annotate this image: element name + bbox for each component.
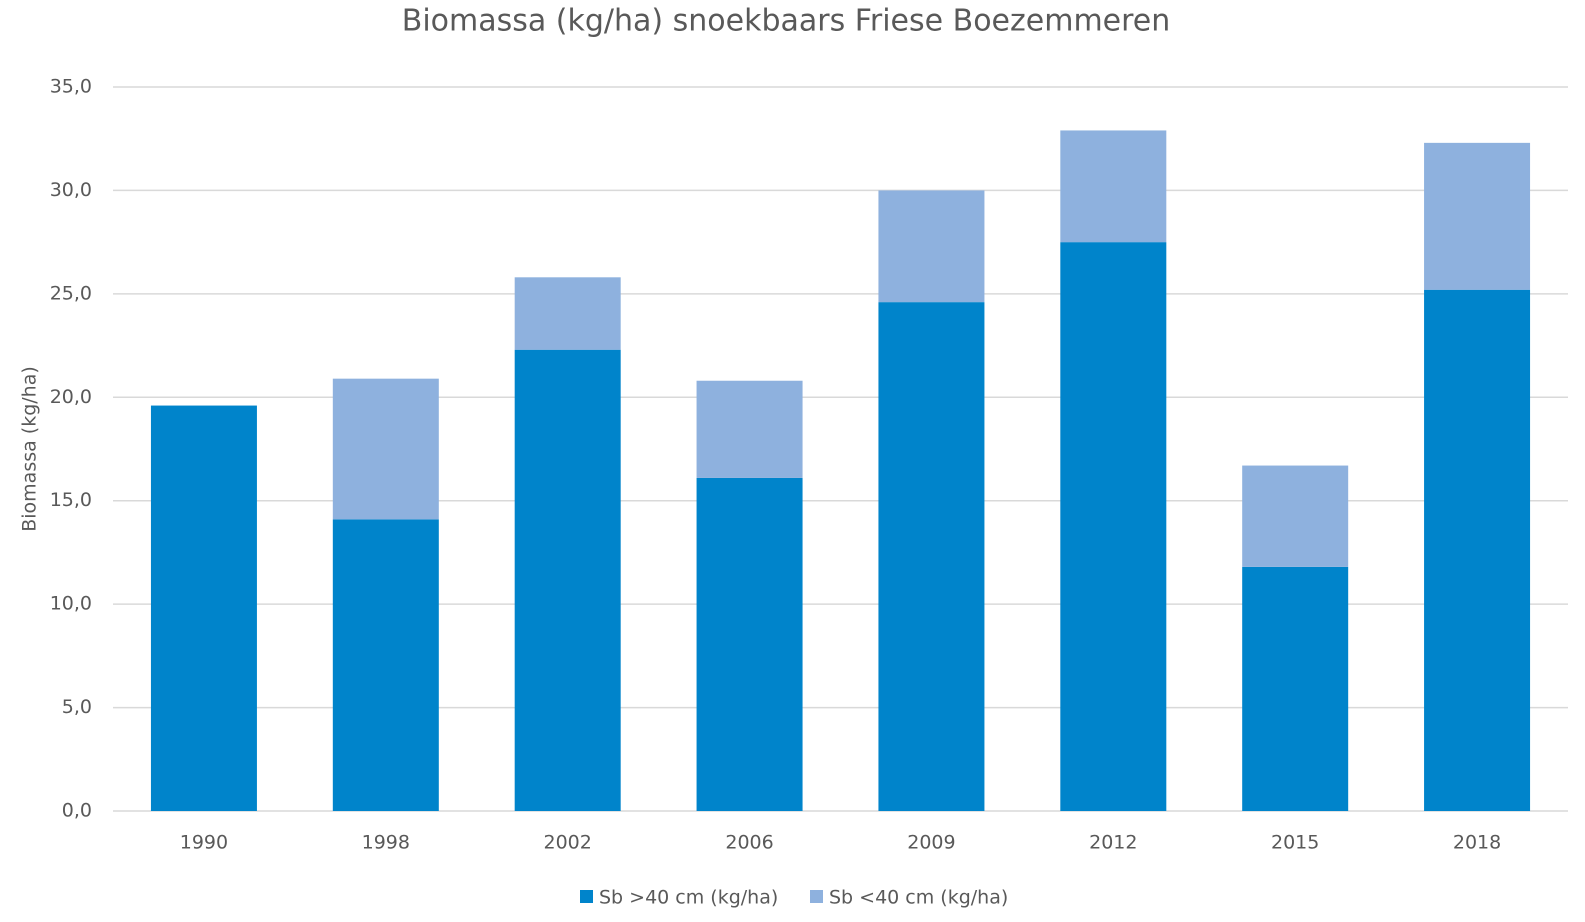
bar-segment: [514, 277, 621, 350]
y-tick-label: 5,0: [62, 696, 92, 718]
legend-swatch: [580, 890, 593, 903]
chart-title: Biomassa (kg/ha) snoekbaars Friese Boeze…: [402, 4, 1171, 39]
x-tick-label: 2006: [725, 832, 773, 854]
bar-segment: [150, 405, 257, 811]
bar-segment: [696, 380, 803, 478]
bar-segment: [1424, 142, 1531, 290]
legend-label: Sb >40 cm (kg/ha): [599, 887, 778, 909]
x-tick-label: 2009: [907, 832, 955, 854]
x-tick-label: 2015: [1271, 832, 1319, 854]
bar-segment: [514, 349, 621, 811]
legend-label: Sb <40 cm (kg/ha): [829, 887, 1008, 909]
y-tick-label: 25,0: [50, 282, 92, 304]
y-tick-label: 15,0: [50, 489, 92, 511]
y-tick-label: 30,0: [50, 179, 92, 201]
y-tick-label: 0,0: [62, 800, 92, 822]
y-tick-label: 35,0: [50, 76, 92, 98]
bar-segment: [1242, 465, 1349, 567]
bar-segment: [332, 378, 439, 520]
x-tick-label: 2012: [1089, 832, 1137, 854]
x-tick-label: 2002: [544, 832, 592, 854]
bar-segment: [332, 519, 439, 811]
bar-segment: [696, 477, 803, 811]
bar-segment: [1060, 130, 1167, 243]
legend-swatch: [810, 890, 823, 903]
y-tick-label: 20,0: [50, 386, 92, 408]
bar-segment: [1060, 242, 1167, 812]
bar-segment: [878, 302, 985, 811]
x-tick-label: 1990: [180, 832, 228, 854]
y-tick-label: 10,0: [50, 593, 92, 615]
x-tick-label: 1998: [362, 832, 410, 854]
y-axis-label: Biomassa (kg/ha): [19, 366, 41, 532]
bar-segment: [1424, 289, 1531, 812]
bar-segment: [878, 190, 985, 303]
x-tick-label: 2018: [1453, 832, 1501, 854]
bar-segment: [1242, 566, 1349, 811]
